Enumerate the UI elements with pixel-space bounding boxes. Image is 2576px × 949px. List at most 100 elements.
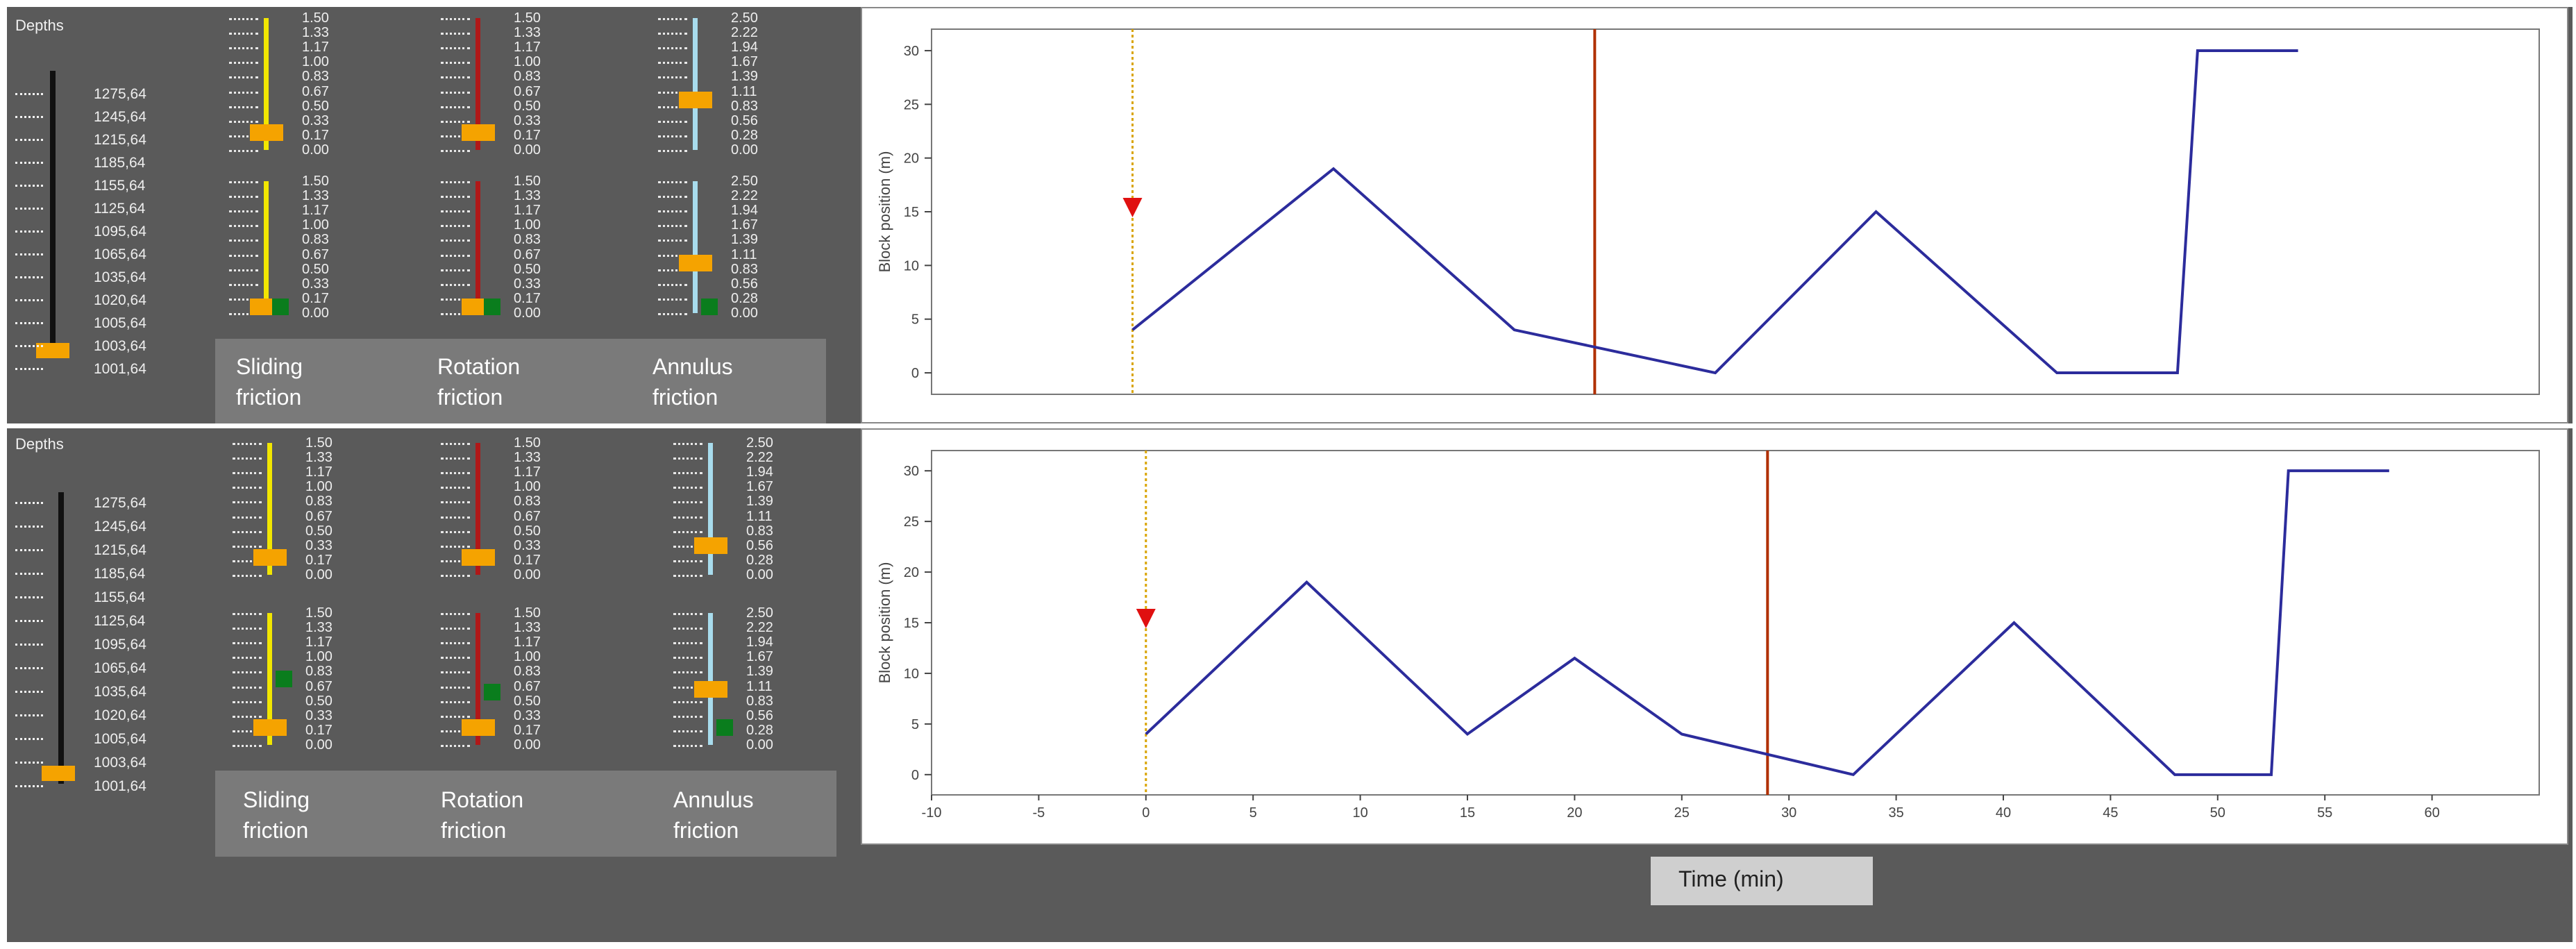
depth-slider-track[interactable] xyxy=(50,71,56,354)
depth-tick xyxy=(15,116,43,118)
legend-sliding-bottom: Sliding friction xyxy=(243,787,310,843)
depths-panel-bottom: Depths 1275,64 1245,64 1215,64 1185,64 1155,… xyxy=(7,428,215,914)
annulus-friction-thumb[interactable] xyxy=(694,537,727,555)
friction-tick xyxy=(658,181,687,183)
depth-tick xyxy=(15,208,43,210)
friction-value-label: 1.67 xyxy=(731,54,758,70)
friction-tick xyxy=(441,150,470,152)
depth-label: 1001,64 xyxy=(94,361,146,377)
annulus-friction-track[interactable] xyxy=(693,18,698,150)
sliding-friction-thumb[interactable] xyxy=(250,124,283,142)
friction-tick xyxy=(441,686,470,689)
depth-tick xyxy=(15,549,43,551)
friction-value-label: 1.17 xyxy=(514,635,541,650)
y-tick-label: 5 xyxy=(911,717,919,732)
friction-value-label: 0.00 xyxy=(302,305,329,321)
friction-tick xyxy=(658,62,687,65)
friction-value-label: 0.50 xyxy=(302,98,329,114)
depth-label: 1005,64 xyxy=(94,315,146,331)
friction-tick xyxy=(233,700,262,703)
x-tick-label: 45 xyxy=(2103,805,2118,821)
depth-label: 1035,64 xyxy=(94,269,146,285)
depth-tick xyxy=(15,322,43,324)
y-axis-label: Block position (m) xyxy=(876,562,893,684)
sliding-friction-track[interactable] xyxy=(267,613,272,745)
depth-label: 1001,64 xyxy=(94,778,146,794)
friction-tick xyxy=(441,472,470,475)
friction-tick xyxy=(658,240,687,242)
friction-tick xyxy=(441,62,470,65)
friction-value-label: 1.50 xyxy=(514,174,541,189)
friction-value-label: 0.83 xyxy=(746,523,773,539)
friction-value-label: 1.17 xyxy=(514,40,541,56)
friction-value-label: 0.56 xyxy=(746,537,773,553)
rotation-friction-track[interactable] xyxy=(475,18,480,150)
friction-tick xyxy=(441,196,470,199)
x-tick-label: 30 xyxy=(1781,805,1796,821)
annulus-friction-thumb[interactable] xyxy=(679,254,712,271)
friction-tick xyxy=(441,657,470,660)
friction-tick xyxy=(658,196,687,199)
friction-tick xyxy=(233,560,262,562)
friction-tick xyxy=(441,575,470,577)
friction-value-label: 1.00 xyxy=(305,479,332,495)
rotation-friction-thumb[interactable] xyxy=(462,549,495,566)
friction-tick xyxy=(229,196,258,199)
sliding-friction-thumb[interactable] xyxy=(253,719,287,737)
block-position-chart-top[interactable]: 0 5 10 15 20 25 30 Block position (m) xyxy=(861,7,2568,423)
y-tick-label: 15 xyxy=(904,205,919,220)
depth-tick xyxy=(15,230,43,233)
friction-value-label: 0.67 xyxy=(302,246,329,262)
annulus-friction-track[interactable] xyxy=(693,181,698,313)
depth-label: 1005,64 xyxy=(94,731,146,747)
annulus-friction-track[interactable] xyxy=(708,613,713,745)
friction-tick xyxy=(229,269,258,271)
friction-tick xyxy=(441,106,470,108)
friction-tick xyxy=(441,225,470,228)
depth-slider-track-bottom[interactable] xyxy=(58,492,64,784)
friction-value-label: 0.00 xyxy=(305,737,332,753)
friction-tick xyxy=(441,120,470,123)
depth-tick xyxy=(15,253,43,255)
sliding-friction-track[interactable] xyxy=(264,18,269,150)
friction-tick xyxy=(229,298,258,301)
rotation-friction-track[interactable] xyxy=(475,181,480,313)
rotation-friction-track[interactable] xyxy=(475,613,480,745)
friction-value-label: 0.17 xyxy=(514,127,541,143)
friction-value-label: 0.28 xyxy=(731,290,758,306)
friction-tick xyxy=(673,671,702,674)
rotation-friction-track[interactable] xyxy=(475,443,480,575)
friction-value-label: 0.33 xyxy=(302,112,329,128)
friction-value-label: 0.00 xyxy=(302,142,329,158)
rotation-friction-thumb[interactable] xyxy=(462,124,495,142)
rotation-friction-thumb[interactable] xyxy=(462,719,495,737)
annulus-friction-thumb[interactable] xyxy=(694,681,727,698)
friction-tick xyxy=(233,487,262,489)
friction-value-label: 0.33 xyxy=(514,707,541,723)
friction-tick xyxy=(233,443,262,445)
friction-value-label: 0.83 xyxy=(514,664,541,680)
friction-tick xyxy=(658,135,687,137)
x-tick-label: 35 xyxy=(1888,805,1903,821)
friction-tick xyxy=(441,613,470,615)
sliding-friction-target-marker xyxy=(272,298,289,315)
depth-slider-thumb-bottom[interactable] xyxy=(42,766,75,781)
annulus-friction-track[interactable] xyxy=(708,443,713,575)
friction-tick xyxy=(441,181,470,183)
friction-value-label: 0.50 xyxy=(305,693,332,709)
annulus-friction-thumb[interactable] xyxy=(679,91,712,108)
sliding-friction-thumb[interactable] xyxy=(253,549,287,566)
sliding-friction-track[interactable] xyxy=(264,181,269,313)
x-tick-label: 25 xyxy=(1674,805,1690,821)
sliding-friction-track[interactable] xyxy=(267,443,272,575)
depth-label: 1065,64 xyxy=(94,246,146,262)
y-axis-label: Block position (m) xyxy=(876,151,893,273)
friction-tick xyxy=(233,613,262,615)
friction-value-label: 0.56 xyxy=(746,707,773,723)
friction-value-label: 0.83 xyxy=(746,693,773,709)
friction-tick xyxy=(658,91,687,94)
friction-value-label: 0.00 xyxy=(731,142,758,158)
block-position-chart-bottom[interactable]: 0 5 10 15 20 25 30 -10 -5 0 5 10 15 20 25 30 35 40 45 50 55 6… xyxy=(861,428,2568,845)
depth-slider-thumb[interactable] xyxy=(36,343,69,358)
y-tick-label: 25 xyxy=(904,97,919,112)
